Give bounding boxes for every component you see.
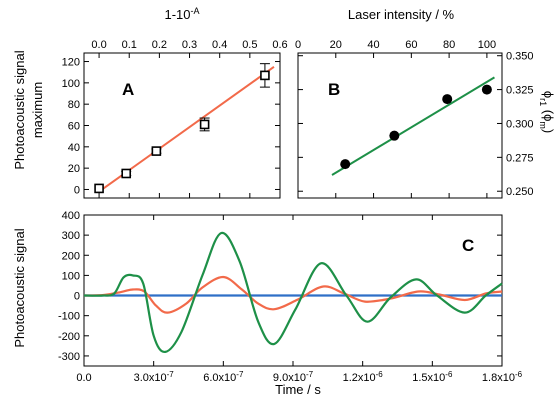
- panel-b-xtick-label: 60: [405, 39, 417, 51]
- panel-a-data-point: [199, 119, 210, 130]
- panel-b-xlabel: Laser intensity / %: [348, 7, 455, 22]
- panel-c-xtick-label: 1.5x10-6: [412, 370, 453, 384]
- panel-c-xtick-label: 9.0x10-7: [273, 370, 314, 384]
- panel-b-frame: [297, 52, 503, 199]
- panel-c-series-line: [83, 231, 503, 354]
- panel-a-ytick-label: 80: [68, 99, 80, 111]
- panel-a-data-point: [151, 146, 162, 156]
- panel-a-xtick-label: 0.0: [91, 39, 106, 51]
- panel-c-ytick-label: -200: [58, 331, 80, 343]
- panel-a-data-point: [121, 168, 132, 179]
- panel-a-xtick-label: 0.4: [212, 39, 227, 51]
- panel-b-xtick-label: 100: [478, 39, 496, 51]
- panel-a-xlabel: 1-10-A: [164, 6, 199, 22]
- panel-c-frame: [83, 214, 503, 367]
- panel-b-data-point: [389, 130, 400, 141]
- panel-b-ylabel: ϕr1 (ϕm): [538, 91, 556, 133]
- panel-c-ytick-label: -300: [58, 351, 80, 363]
- panel-c-xtick-label: 6.0x10-7: [203, 370, 244, 384]
- panel-a-ytick-label: 120: [62, 57, 80, 69]
- ylabel-c: Photoacoustic signal: [12, 228, 27, 347]
- panel-b-data-point: [481, 84, 492, 95]
- panel-b-xtick-label: 40: [367, 39, 379, 51]
- panel-b-fit-line: [331, 76, 495, 176]
- panel-a-xtick-label: 0.1: [122, 39, 137, 51]
- ylabel-ab-line2: maximum: [30, 82, 45, 138]
- panel-b-letter: B: [328, 80, 340, 99]
- panel-c-ytick-label: 100: [62, 270, 80, 282]
- panel-a-ytick-label: 20: [68, 163, 80, 175]
- panel-b-xtick-label: 0: [295, 39, 301, 51]
- panel-b-xtick-label: 80: [443, 39, 455, 51]
- panel-a-data-point: [260, 70, 270, 81]
- panel-a-xtick-label: 0.5: [242, 39, 257, 51]
- panel-c-xtick-label: 1.2x10-6: [343, 370, 384, 384]
- panel-a-xtick-label: 0.3: [182, 39, 197, 51]
- panel-b: Laser intensity / % ϕr1 (ϕm) 0 20 40 60 80 10…: [295, 7, 556, 199]
- panel-c-series-line: [83, 275, 503, 314]
- panel-a-xtick-label: 0.6: [272, 39, 287, 51]
- panel-a-ytick-label: 40: [68, 142, 80, 154]
- panel-a-data-point: [94, 183, 104, 194]
- panel-b-ytick-label: 0.250: [506, 186, 534, 198]
- panel-c-xlabel: Time / s: [275, 382, 321, 397]
- panel-b-ytick-label: 0.325: [506, 85, 534, 97]
- panel-c: Time / s 0.0 3.0x10-7 6.0x10-7 9.0x10-7 1.2x…: [58, 210, 523, 397]
- panel-c-ytick-label: 200: [62, 250, 80, 262]
- panel-c-ytick-label: 0: [74, 291, 80, 303]
- panel-a-letter: A: [122, 80, 134, 99]
- panel-b-data-point: [340, 159, 351, 170]
- panel-c-xtick-label: 0.0: [76, 372, 91, 384]
- panel-c-ytick-label: 300: [62, 230, 80, 242]
- panel-c-ytick-label: -100: [58, 311, 80, 323]
- ylabel-ab-line1: Photoacoustic signal: [12, 50, 27, 169]
- panel-a-ytick-label: 100: [62, 78, 80, 90]
- panel-a-ytick-label: 0: [74, 184, 80, 196]
- panel-b-ytick-label: 0.275: [506, 152, 534, 164]
- panel-c-ytick-label: 400: [62, 210, 80, 222]
- panel-c-xtick-label: 1.8x10-6: [482, 370, 523, 384]
- panel-b-ytick-label: 0.300: [506, 118, 534, 130]
- panel-c-letter: C: [462, 236, 474, 255]
- panel-b-xtick-label: 20: [330, 39, 342, 51]
- panel-c-xtick-label: 3.0x10-7: [134, 370, 175, 384]
- panel-a: 1-10-A 0.0 0.1 0.2 0.3 0.4 0.5 0.6 0 20 40 60 80 100…: [62, 6, 288, 199]
- panel-b-ytick-label: 0.350: [506, 51, 534, 63]
- panel-a-frame: [83, 52, 281, 199]
- panel-b-data-point: [442, 94, 453, 105]
- panel-a-xtick-label: 0.2: [152, 39, 167, 51]
- panel-a-ytick-label: 60: [68, 121, 80, 133]
